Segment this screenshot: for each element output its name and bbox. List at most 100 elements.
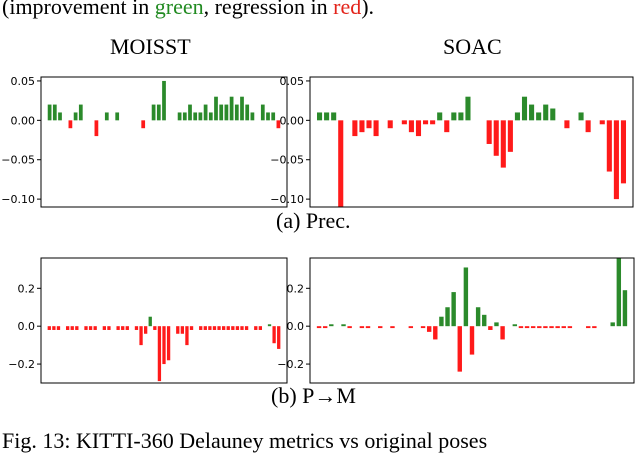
bar (185, 326, 189, 346)
bar (458, 112, 464, 121)
caption-middle: , regression in (203, 0, 334, 19)
column-title-soac: SOAC (443, 34, 502, 59)
bar (240, 326, 244, 330)
bar (329, 324, 334, 327)
bar (188, 104, 192, 121)
bar (47, 104, 52, 121)
y-tick-label: 0.2 (18, 282, 36, 295)
bar (88, 326, 93, 330)
bar (258, 326, 263, 330)
bar (549, 326, 554, 329)
bar (622, 290, 628, 327)
bar (267, 324, 272, 327)
bar (277, 326, 281, 349)
bar (151, 104, 156, 121)
bar (75, 326, 79, 330)
bar (366, 120, 372, 129)
bar (125, 326, 129, 330)
y-tick-label: −0.10 (270, 193, 304, 206)
bar (180, 326, 185, 334)
bar (70, 326, 74, 330)
bar (245, 104, 250, 121)
bar (331, 112, 337, 121)
bar (586, 326, 591, 329)
bar (121, 326, 125, 330)
bar (115, 112, 120, 121)
bar (84, 326, 88, 330)
bar (543, 326, 548, 329)
bar (420, 326, 426, 329)
bar (141, 120, 146, 129)
bar (599, 120, 605, 125)
caption-green-word: green (154, 0, 204, 19)
bar (494, 322, 499, 327)
bar (221, 326, 226, 330)
bar (378, 326, 383, 329)
bar (134, 326, 139, 330)
bar (616, 258, 622, 327)
bar (52, 326, 56, 330)
bar (482, 314, 487, 327)
bar (444, 120, 450, 133)
bar (260, 104, 265, 121)
bar (488, 326, 493, 330)
axes-frame (40, 257, 288, 384)
bar (451, 112, 457, 121)
bar (457, 326, 462, 372)
bar (555, 326, 560, 329)
bar (564, 120, 570, 129)
bar (73, 112, 78, 121)
bar (536, 112, 542, 121)
bar (537, 326, 542, 329)
y-tick-label: 0.05 (11, 75, 36, 88)
bar (518, 326, 524, 329)
bar (198, 112, 203, 121)
bar (139, 326, 143, 346)
caption-top-line: (improvement in green, regression in red… (2, 0, 374, 20)
chart-prec-soac: 0.05 0.00 −0.05 −0.10 (270, 75, 634, 208)
bar (217, 326, 221, 330)
bar (266, 112, 270, 121)
bar (116, 326, 120, 330)
bar (148, 316, 152, 327)
bar (156, 104, 161, 121)
y-tick-label: 0.00 (11, 114, 36, 127)
bar (193, 112, 198, 121)
bar (162, 80, 166, 121)
subcaption-b: (b) P→M (271, 383, 356, 408)
bar (578, 112, 584, 121)
bar (182, 112, 187, 121)
bar (102, 326, 107, 330)
bar (324, 112, 330, 121)
bar (352, 120, 358, 137)
bar (244, 326, 249, 330)
bar (500, 120, 506, 168)
bar (373, 120, 379, 137)
bar (550, 108, 556, 121)
bar (415, 120, 422, 137)
bar (199, 326, 203, 330)
subcaption-a: (a) Prec. (276, 208, 351, 233)
bar (437, 112, 443, 121)
bar (465, 96, 471, 121)
bar (316, 326, 322, 329)
bar (408, 120, 414, 133)
bar (189, 326, 194, 330)
bar (365, 326, 371, 329)
y-tick-label: 0.05 (280, 75, 305, 88)
bar (153, 326, 157, 330)
bar (606, 120, 612, 172)
bar (486, 120, 492, 144)
caption-prefix: (improvement in (2, 0, 155, 19)
bar (620, 120, 627, 184)
bar (240, 96, 244, 121)
bar (338, 120, 344, 207)
bar (530, 326, 536, 329)
y-tick-label: −0.05 (270, 154, 304, 167)
bar (610, 322, 615, 327)
bar (177, 112, 182, 121)
bar (543, 104, 549, 121)
bar (585, 120, 591, 133)
bar (341, 324, 346, 327)
bar (592, 326, 597, 329)
